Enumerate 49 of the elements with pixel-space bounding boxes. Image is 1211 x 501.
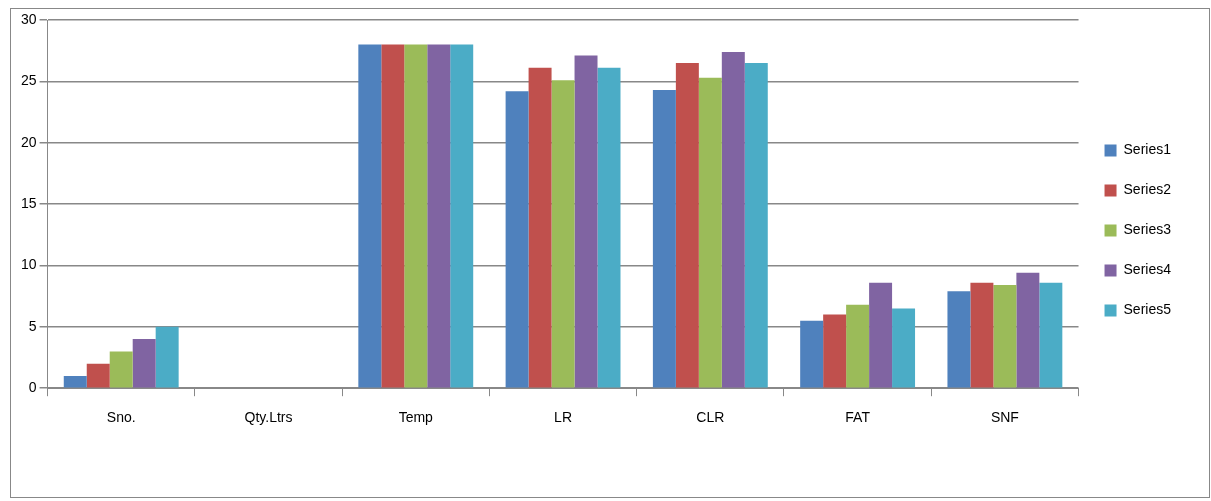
bar xyxy=(869,282,893,388)
bar xyxy=(846,304,870,388)
bar xyxy=(86,363,110,388)
bar xyxy=(800,320,824,388)
y-tick-label: 10 xyxy=(20,256,37,273)
x-tick-label: Temp xyxy=(398,409,434,426)
x-tick-label: Sno. xyxy=(106,409,136,426)
bar xyxy=(381,44,405,388)
bar xyxy=(551,80,575,388)
x-tick-label: SNF xyxy=(990,409,1019,426)
bar xyxy=(892,308,916,388)
x-tick-label: Qty.Ltrs xyxy=(244,409,293,426)
legend-label: Series2 xyxy=(1123,181,1172,198)
bar xyxy=(947,291,971,388)
bar xyxy=(109,351,133,388)
y-tick-label: 0 xyxy=(28,379,37,396)
y-tick-label: 5 xyxy=(28,317,37,334)
y-tick-label: 30 xyxy=(20,10,37,27)
x-tick-label: LR xyxy=(554,409,572,426)
bar xyxy=(597,67,621,388)
bar xyxy=(427,44,451,388)
bar xyxy=(970,282,994,388)
bar xyxy=(698,77,722,388)
bar xyxy=(1016,272,1040,388)
bar xyxy=(505,91,529,388)
bar xyxy=(823,314,847,388)
bar xyxy=(132,339,156,388)
legend-label: Series5 xyxy=(1123,301,1172,318)
bar xyxy=(652,89,676,388)
bar xyxy=(574,55,598,388)
bar xyxy=(675,62,699,388)
legend-label: Series1 xyxy=(1123,141,1172,158)
y-tick-label: 20 xyxy=(20,133,37,150)
legend-label: Series4 xyxy=(1123,261,1172,278)
bar xyxy=(450,44,474,388)
bar xyxy=(528,67,552,388)
bar xyxy=(155,326,179,388)
bar xyxy=(358,44,382,388)
y-tick-label: 25 xyxy=(20,72,37,89)
bar xyxy=(993,285,1017,388)
x-tick-label: FAT xyxy=(845,409,871,426)
bar xyxy=(404,44,428,388)
bar xyxy=(1039,282,1063,388)
x-tick-label: CLR xyxy=(696,409,725,426)
bar xyxy=(721,51,745,388)
bar xyxy=(63,375,87,388)
legend-label: Series3 xyxy=(1123,221,1172,238)
bar xyxy=(744,62,768,388)
y-tick-label: 15 xyxy=(20,194,37,211)
